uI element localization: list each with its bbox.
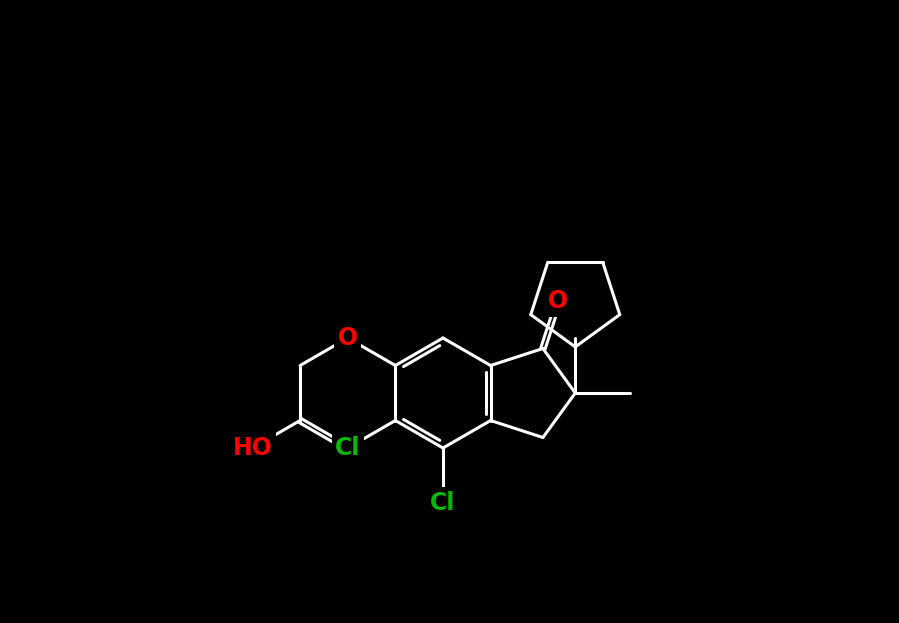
Text: O: O (338, 326, 358, 350)
Text: Cl: Cl (335, 436, 360, 460)
Text: O: O (338, 436, 358, 460)
Text: O: O (548, 290, 568, 313)
Text: Cl: Cl (431, 491, 456, 515)
Text: HO: HO (233, 436, 272, 460)
